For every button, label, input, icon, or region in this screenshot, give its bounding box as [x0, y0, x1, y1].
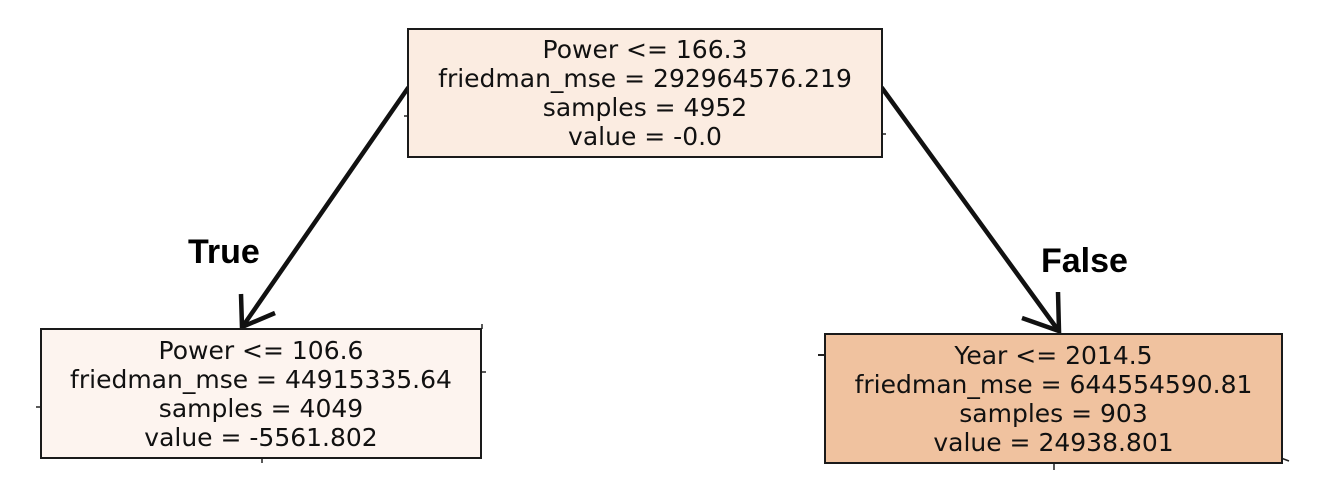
edge-false [879, 85, 1062, 335]
node-value: value = -5561.802 [144, 422, 378, 452]
node-mse: friedman_mse = 292964576.219 [438, 64, 852, 93]
edge-true-line [240, 85, 411, 329]
node-samples: samples = 903 [959, 398, 1148, 428]
node-samples: samples = 4049 [158, 393, 364, 423]
node-value: value = 24938.801 [933, 427, 1174, 457]
tree-node-left: Power <= 106.6 friedman_mse = 44915335.6… [40, 328, 482, 459]
edge-label-false: False [1041, 242, 1128, 280]
edge-false-arrowhead [1021, 291, 1062, 335]
node-mse: friedman_mse = 44915335.64 [70, 364, 452, 394]
node-condition: Year <= 2014.5 [954, 340, 1153, 370]
tree-node-root: Power <= 166.3 friedman_mse = 292964576.… [407, 28, 883, 158]
node-samples: samples = 4952 [542, 93, 748, 122]
edge-true [238, 85, 411, 331]
node-value: value = -0.0 [568, 122, 722, 151]
edge-label-true: True [188, 233, 260, 271]
node-mse: friedman_mse = 644554590.81 [854, 369, 1253, 399]
edge-false-line [879, 85, 1061, 333]
node-condition: Power <= 106.6 [158, 335, 364, 365]
tree-node-right: Year <= 2014.5 friedman_mse = 644554590.… [824, 333, 1283, 464]
edge-true-arrowhead [238, 293, 276, 331]
node-condition: Power <= 166.3 [542, 35, 748, 64]
